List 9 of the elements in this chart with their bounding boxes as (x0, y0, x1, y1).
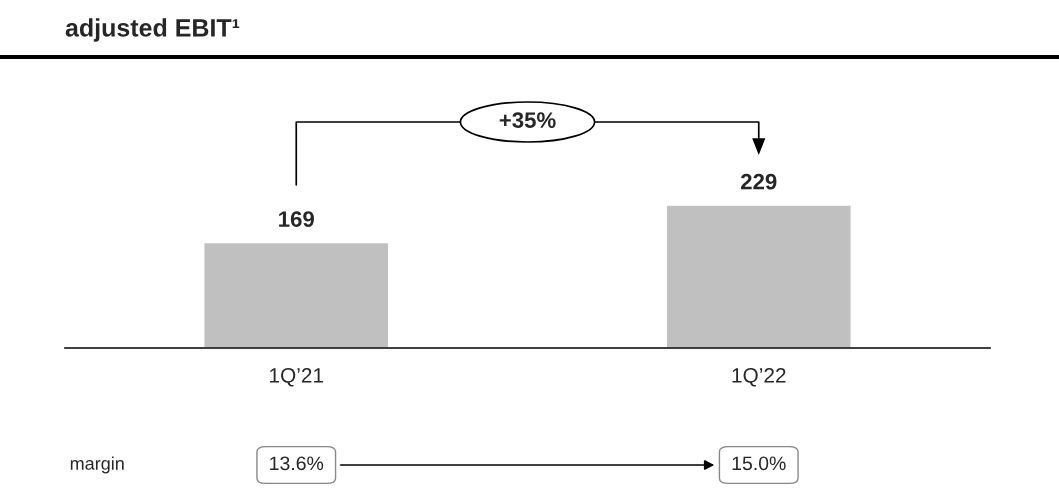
text: 15.0% (732, 456, 786, 471)
data-label: 229 (740, 173, 777, 190)
text: 13.6% (270, 456, 324, 471)
x-tick-label: 1Q’22 (732, 367, 786, 387)
chart-title: adjusted EBIT¹ (65, 18, 240, 42)
data-label: 169 (279, 211, 314, 227)
text: +35% (499, 112, 556, 128)
text: margin (70, 456, 124, 474)
x-tick-label: 1Q’21 (270, 367, 324, 387)
